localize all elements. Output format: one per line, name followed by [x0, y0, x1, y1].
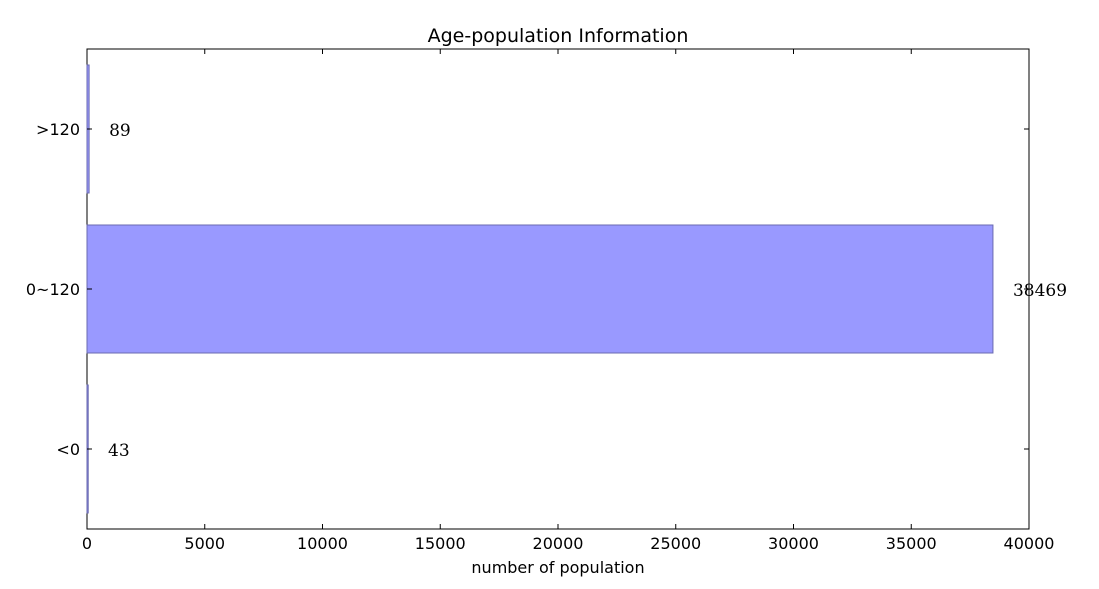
x-tick-label: 35000 [886, 534, 937, 553]
chart-title: Age-population Information [428, 25, 689, 47]
x-tick-label: 30000 [768, 534, 819, 553]
x-tick-label: 5000 [184, 534, 225, 553]
y-tick-label: >120 [36, 120, 80, 139]
y-tick-label: <0 [56, 440, 80, 459]
labels-group: <0 43 0~120 38469 >120 89 0 5000 10000 15000 20000… [26, 120, 1067, 553]
y-tick-label: 0~120 [26, 280, 80, 299]
ticks-group [86, 49, 1030, 529]
x-axis-label: number of population [471, 558, 644, 577]
x-tick-label: 15000 [415, 534, 466, 553]
data-label: 38469 [1013, 281, 1067, 301]
x-tick-label: 0 [82, 534, 92, 553]
x-tick-label: 10000 [297, 534, 348, 553]
data-label: 43 [108, 441, 130, 461]
data-label: 89 [109, 121, 131, 141]
x-tick-label: 25000 [650, 534, 701, 553]
bar-1 [86, 224, 994, 354]
x-tick-label: 40000 [1004, 534, 1055, 553]
x-tick-label: 20000 [533, 534, 584, 553]
bars-group [86, 64, 994, 514]
